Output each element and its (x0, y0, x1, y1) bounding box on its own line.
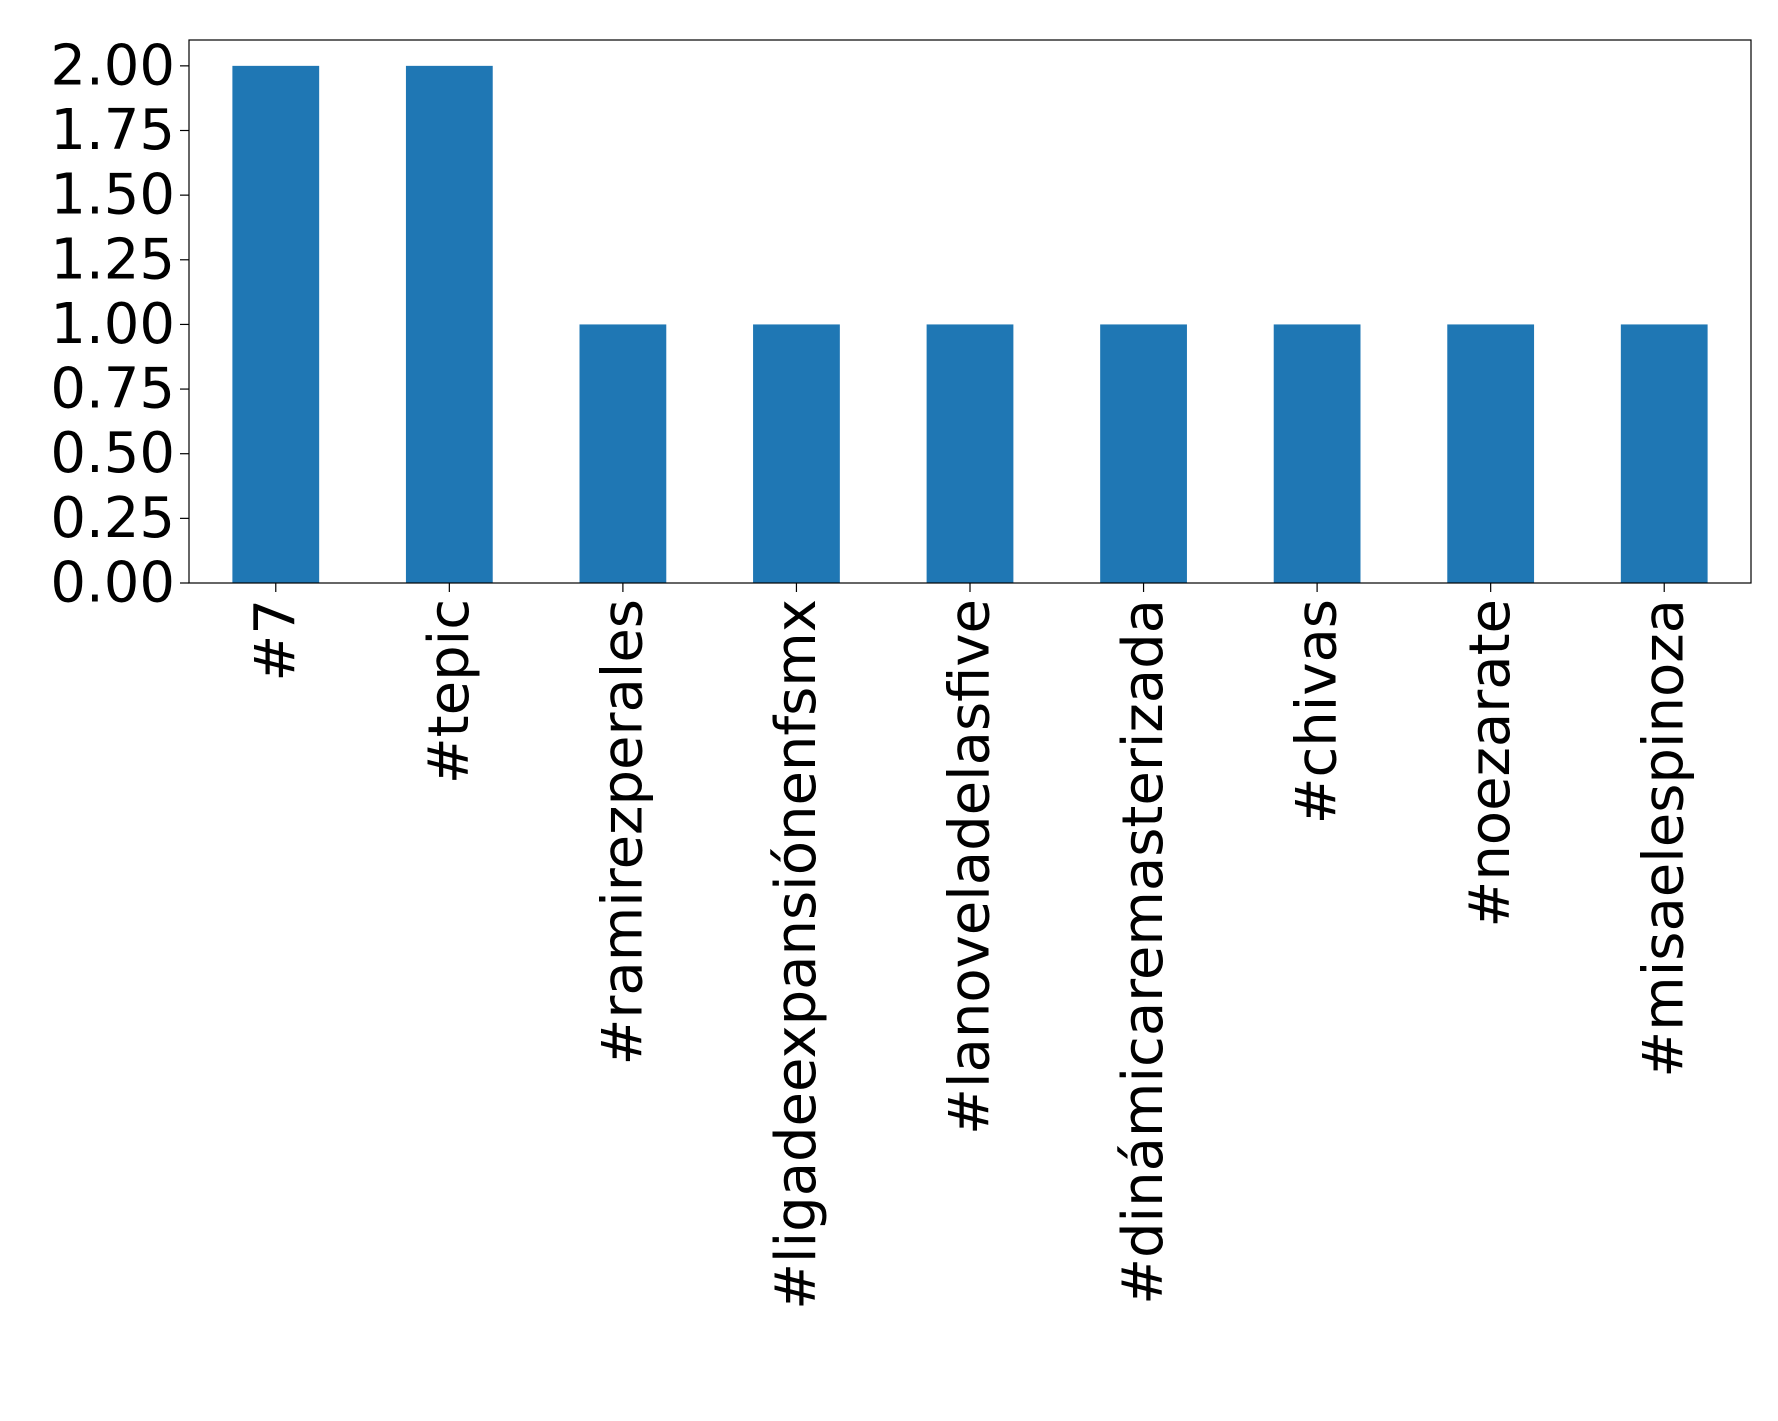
x-tick-label: #ligadeexpansiónenfsmx (764, 599, 829, 1310)
y-tick-label: 1.00 (50, 292, 175, 357)
bars-layer (232, 65, 1708, 584)
x-tick-label: #7 (243, 599, 308, 682)
y-axis: 0.000.250.500.751.001.251.501.752.00 (50, 33, 189, 616)
bar (1447, 324, 1535, 583)
bar (579, 324, 667, 583)
y-tick-label: 1.75 (50, 98, 175, 163)
y-tick-label: 1.25 (50, 227, 175, 292)
bar (1273, 324, 1361, 583)
x-tick-label: #misaelespinoza (1632, 599, 1697, 1078)
x-tick-label: #noezarate (1458, 599, 1523, 928)
y-tick-label: 1.50 (50, 163, 175, 228)
x-tick-label: #tepic (417, 599, 482, 784)
x-axis: #7 #tepic #ramirezperales #ligadeexpansióne… (243, 583, 1697, 1310)
bar (1620, 324, 1708, 583)
bar (753, 324, 840, 583)
bar (926, 324, 1014, 583)
x-tick-label: #chivas (1285, 599, 1350, 824)
x-tick-label: #ramirezperales (590, 599, 655, 1066)
y-tick-label: 0.50 (50, 421, 175, 486)
plot-frame (188, 39, 1752, 584)
y-tick-label: 0.75 (50, 357, 175, 422)
x-tick-label: #dinámicaremasterizada (1111, 599, 1176, 1305)
y-tick-label: 2.00 (50, 33, 175, 98)
x-tick-label: #lanoveladelasfive (938, 599, 1003, 1135)
y-tick-label: 0.00 (50, 551, 175, 616)
bar (232, 65, 320, 584)
bar (405, 65, 493, 584)
bar (1100, 324, 1187, 583)
y-tick-label: 0.25 (50, 486, 175, 551)
